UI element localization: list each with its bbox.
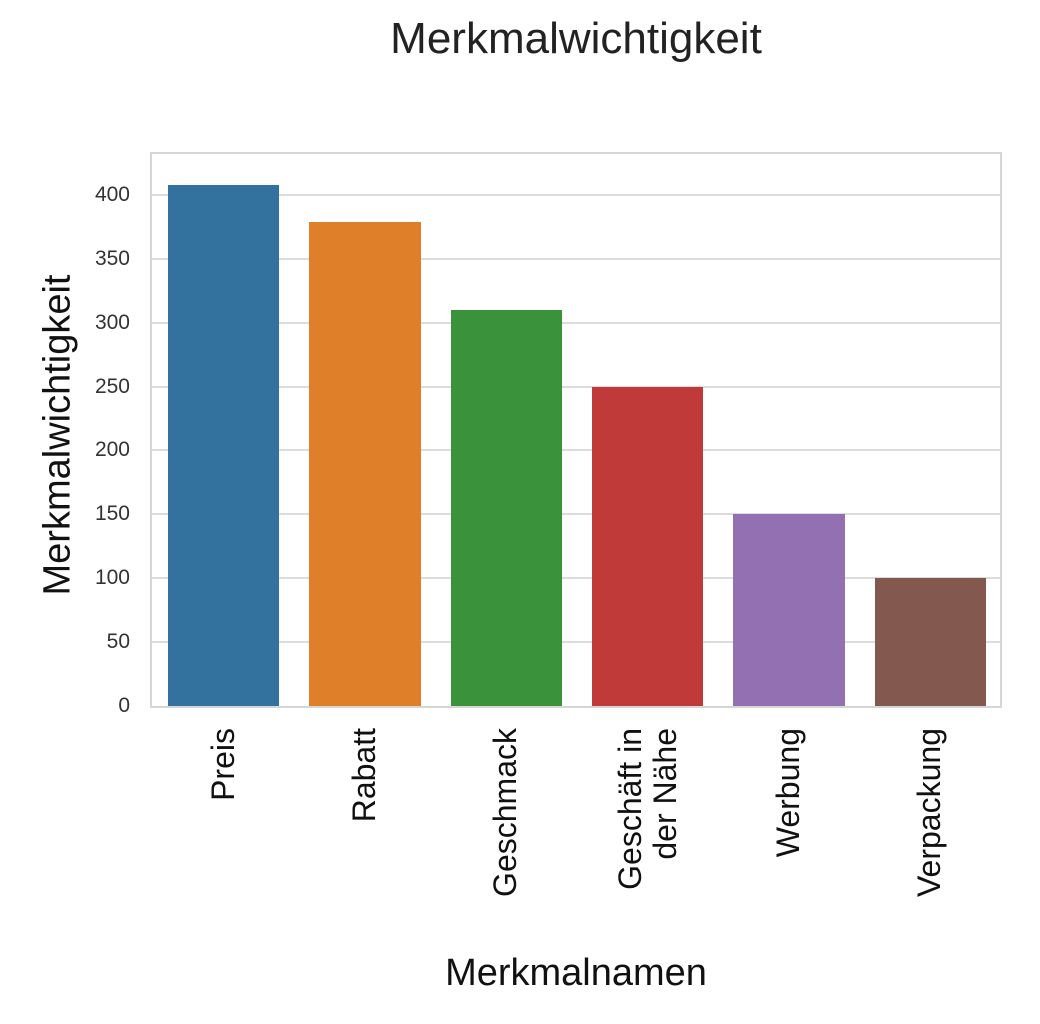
x-tick-label: Verpackung <box>911 728 948 898</box>
x-tick-label: Rabatt <box>346 728 382 823</box>
gridline <box>152 449 1000 452</box>
y-tick-label: 200 <box>94 438 130 462</box>
y-tick-label: 350 <box>94 246 130 270</box>
y-tick-label: 0 <box>118 694 130 717</box>
y-tick-label: 50 <box>106 630 130 654</box>
bar-5 <box>733 514 845 706</box>
gridline <box>152 641 1000 644</box>
y-tick-label: 100 <box>94 566 130 590</box>
gridline <box>152 513 1000 516</box>
y-tick-label: 400 <box>94 182 130 206</box>
bar-3 <box>450 309 563 706</box>
y-tick-label: 150 <box>94 502 130 526</box>
x-axis-label: Merkmalnamen <box>445 952 707 994</box>
gridline <box>152 193 1000 196</box>
chart-title: Merkmalwichtigkeit <box>390 14 762 63</box>
x-tick-label: Geschmack <box>487 728 524 897</box>
x-tick-label: Geschäft in der Nähe <box>611 728 683 890</box>
gridline <box>152 385 1000 388</box>
bar-6 <box>874 578 987 706</box>
bar-4 <box>591 386 704 706</box>
gridline <box>152 577 1000 580</box>
gridline <box>152 257 1000 260</box>
y-tick-label: 250 <box>94 374 130 398</box>
y-tick-label: 300 <box>94 310 130 334</box>
bar-1 <box>167 184 280 706</box>
gridline <box>152 321 1000 324</box>
x-tick-label: Preis <box>204 728 241 801</box>
plot-area <box>150 152 1002 708</box>
x-tick-label: Werbung <box>770 728 806 858</box>
bar-2 <box>309 221 421 706</box>
